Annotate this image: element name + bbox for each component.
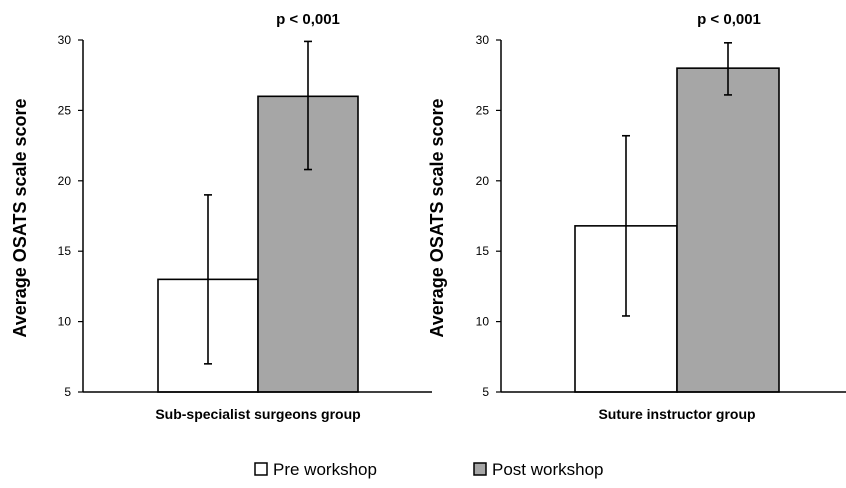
legend-label-post: Post workshop <box>492 460 604 479</box>
bars <box>157 40 359 393</box>
y-tick-label: 25 <box>58 103 72 117</box>
x-axis-label: Suture instructor group <box>598 406 755 422</box>
y-axis-label: Average OSATS scale score <box>427 98 447 337</box>
legend-swatch-post <box>473 462 487 476</box>
y-tick-label: 20 <box>58 174 72 188</box>
y-tick-label: 15 <box>58 244 72 258</box>
bar-post-workshop <box>676 67 780 393</box>
y-tick-label: 25 <box>476 103 490 117</box>
legend: Pre workshop Post workshop <box>254 460 604 479</box>
y-axis-ticks: 5 10 15 20 25 30 <box>58 33 83 399</box>
y-tick-label: 5 <box>64 385 71 399</box>
legend-label-pre: Pre workshop <box>273 460 377 479</box>
error-bar <box>204 194 212 365</box>
error-bar <box>724 42 732 96</box>
y-tick-label: 30 <box>476 33 490 47</box>
y-tick-label: 15 <box>476 244 490 258</box>
y-axis-ticks: 5 10 15 20 25 30 <box>476 33 501 399</box>
chart-panel-suture-instructor: Average OSATS scale score p < 0,001 5 10 1… <box>427 11 846 422</box>
x-axis-label: Sub-specialist surgeons group <box>155 406 360 422</box>
p-value-annotation: p < 0,001 <box>276 11 340 28</box>
error-bar <box>622 134 630 317</box>
y-axis-label: Average OSATS scale score <box>10 98 30 337</box>
y-tick-label: 20 <box>476 174 490 188</box>
legend-swatch-pre <box>254 462 268 476</box>
y-tick-label: 10 <box>58 315 72 329</box>
y-tick-label: 5 <box>482 385 489 399</box>
bars <box>574 42 780 393</box>
y-tick-label: 30 <box>58 33 72 47</box>
error-bar <box>304 40 312 171</box>
chart-panel-sub-specialist: Average OSATS scale score p < 0,001 5 10 1… <box>10 11 432 422</box>
y-tick-label: 10 <box>476 315 490 329</box>
p-value-annotation: p < 0,001 <box>697 11 761 28</box>
